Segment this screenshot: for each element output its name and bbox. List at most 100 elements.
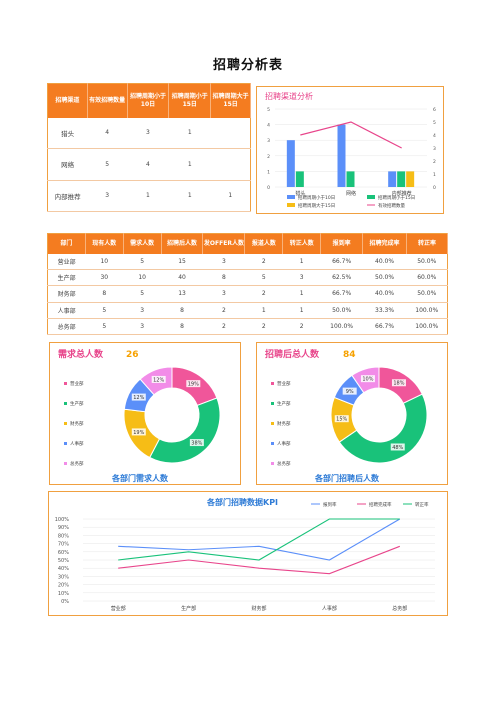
y-tick-label: 4 (267, 123, 270, 129)
pie-label-bg (131, 393, 146, 401)
channel-cell: 内部推荐 (47, 180, 88, 213)
dept-cell: 5 (244, 269, 283, 287)
dept-cell: 5 (123, 285, 162, 303)
dept-header-7: 报到率 (320, 233, 364, 254)
pie-label: 15% (336, 417, 347, 423)
channel-cell: 3 (87, 180, 128, 213)
x-tick-label: 人事部 (322, 605, 337, 612)
x-tick-label: 生产部 (181, 605, 196, 612)
channel-chart-panel: 招聘渠道分析 0 1 2 3 4 5 0 1 2 3 4 5 6 猎头 网络 内部推荐 招聘周期小于10日 招聘周期… (256, 86, 444, 214)
dept-header-9: 转正率 (406, 233, 449, 254)
legend-swatch (64, 402, 67, 405)
x-tick-label: 网络 (346, 190, 356, 197)
legend-label: 财务部 (277, 420, 291, 427)
channel-header-2: 招聘周期小于10日 (127, 83, 170, 118)
legend-label: 报到率 (323, 501, 337, 508)
dept-cell: 100.0% (320, 318, 363, 336)
dept-cell: 1 (282, 285, 321, 303)
dept-cell: 60.0% (406, 269, 448, 287)
dept-cell: 30 (85, 269, 124, 287)
legend-label: 招聘周期小于10日 (298, 194, 335, 201)
x-tick-label: 总务部 (392, 605, 407, 612)
dept-cell: 50.0% (362, 269, 407, 287)
pie-label-bg (390, 443, 405, 451)
channel-row: 网络 5 4 1 (47, 148, 251, 181)
legend-label: 招聘完成率 (369, 501, 392, 508)
dept-cell: 1 (282, 302, 321, 319)
chart-title: 需求总人数 (58, 348, 104, 360)
chart-subtitle: 各部门需求人数 (111, 473, 169, 483)
legend-label: 人事部 (277, 440, 291, 447)
legend-label: 财务部 (70, 420, 84, 427)
demand-pie-chart: 需求总人数 26 各部门需求人数 19% 38% 19% 12% 12% 营业部生产部财务部人事… (58, 348, 221, 483)
channel-cell: 猎头 (47, 117, 88, 150)
dept-header-4: 发OFFER人数 (202, 233, 246, 254)
dept-cell: 1 (244, 302, 283, 319)
dept-cell: 2 (244, 318, 283, 336)
dept-cell: 2 (282, 318, 321, 336)
bar (295, 171, 304, 187)
pie-label: 19% (188, 382, 199, 388)
channel-header-3: 招聘周期小于15日 (168, 83, 212, 118)
pie-label-bg (186, 380, 201, 388)
legend-swatch (271, 422, 274, 425)
dept-row: 财务部 8 5 13 3 2 1 66.7% 40.0% 50.0% (47, 285, 448, 303)
chart-title: 招聘渠道分析 (265, 91, 313, 101)
chart-total: 84 (343, 350, 356, 360)
channel-cell: 网络 (47, 148, 88, 181)
dept-cell: 10 (85, 253, 124, 271)
legend-swatch (367, 195, 375, 199)
after-hire-pie-chart: 招聘后总人数 84 各部门招聘后人数 18% 48% 15% 9% 10% 营业部生产部财务部人… (265, 348, 428, 483)
dept-row: 营业部 10 5 15 3 2 1 66.7% 40.0% 50.0% (47, 253, 448, 271)
dept-cell: 5 (123, 253, 162, 271)
channel-cell: 5 (87, 148, 128, 181)
legend-swatch (64, 462, 67, 465)
pie-label: 12% (153, 377, 164, 383)
y2-tick-label: 2 (433, 159, 436, 165)
bar (346, 171, 355, 187)
channel-cell: 1 (168, 180, 211, 213)
y-tick-label: 0% (61, 599, 69, 605)
dept-cell: 生产部 (47, 269, 86, 287)
y-tick-label: 30% (58, 574, 69, 580)
dept-cell: 3 (282, 269, 321, 287)
demand-pie-panel: 需求总人数 26 各部门需求人数 19% 38% 19% 12% 12% 营业部 生产部 财务部 人事… (49, 342, 241, 485)
channel-cell (210, 117, 251, 150)
legend-label: 招聘周期大于15日 (298, 202, 335, 209)
pie-label: 19% (133, 430, 144, 436)
y2-tick-label: 4 (433, 133, 436, 139)
series-line (118, 518, 400, 561)
pie-label-bg (334, 415, 349, 423)
page-title: 招聘分析表 (212, 58, 283, 73)
dept-cell: 50.0% (320, 302, 363, 319)
pie-label: 9% (346, 389, 354, 395)
legend-swatch (271, 382, 274, 385)
legend-swatch (64, 422, 67, 425)
dept-cell: 2 (202, 302, 245, 319)
series-line (118, 518, 401, 561)
x-tick-label: 内部推荐 (392, 190, 412, 197)
legend-label: 总务部 (277, 460, 291, 467)
channel-cell (210, 148, 251, 181)
pie-label: 48% (392, 445, 403, 451)
department-table: 部门 现有人数 需求人数 招聘后人数 发OFFER人数 报道人数 转正人数 报到率 招聘完成率转… (47, 233, 449, 336)
channel-cell: 1 (127, 180, 169, 213)
channel-header-1: 有效招聘数量 (87, 83, 128, 118)
dept-cell: 3 (202, 253, 245, 271)
dept-cell: 5 (85, 318, 124, 336)
legend-swatch (287, 203, 295, 207)
channel-cell: 1 (210, 180, 251, 213)
chart-title: 各部门招聘数据KPI (206, 497, 278, 507)
channel-row: 猎头 4 3 1 (47, 117, 251, 150)
dept-header-3: 招聘后人数 (161, 233, 204, 254)
dept-cell: 33.3% (362, 302, 407, 319)
pie-slice (338, 393, 428, 464)
series-line (118, 545, 400, 575)
dept-cell: 8 (202, 269, 245, 287)
y-tick-label: 90% (58, 525, 69, 531)
kpi-chart-panel: 各部门招聘数据KPI 0% 10% 20% 30% 40% 50% 60% 70% 80% 90% 1… (48, 491, 448, 616)
y-tick-label: 10% (58, 591, 69, 597)
y2-tick-label: 6 (433, 107, 436, 113)
legend-swatch (287, 195, 295, 199)
